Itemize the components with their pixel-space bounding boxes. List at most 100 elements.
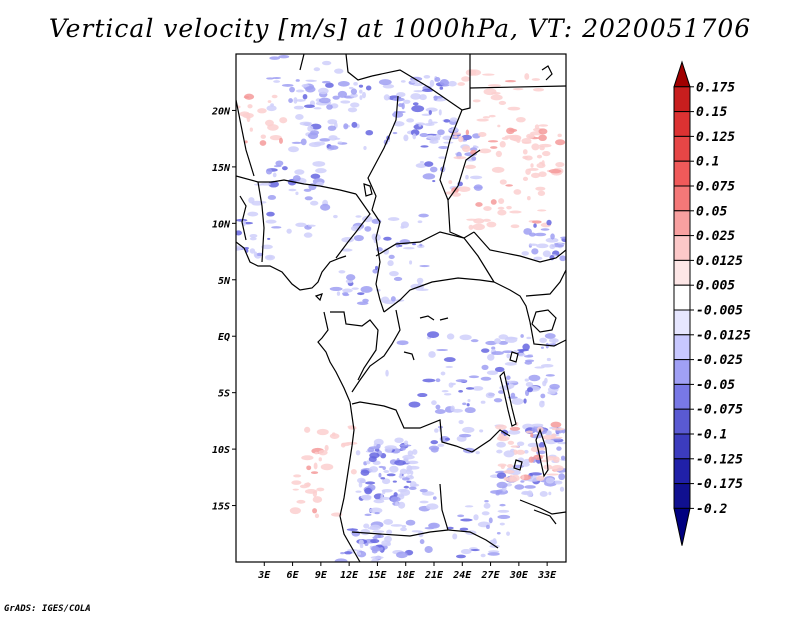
- velocity-patch: [383, 470, 390, 473]
- velocity-patch: [521, 251, 529, 256]
- colorbar-label: -0.1: [696, 428, 727, 443]
- velocity-patch: [555, 139, 566, 146]
- velocity-patch: [334, 137, 341, 140]
- velocity-patch: [295, 89, 305, 93]
- velocity-patch: [381, 478, 391, 485]
- velocity-patch: [515, 449, 526, 455]
- velocity-patch: [509, 210, 522, 214]
- velocity-patch: [531, 143, 540, 151]
- velocity-patch: [313, 67, 321, 72]
- velocity-patch: [374, 265, 379, 271]
- velocity-patch: [548, 491, 552, 496]
- velocity-patch: [475, 202, 483, 207]
- velocity-patch: [422, 88, 434, 93]
- velocity-patch: [536, 243, 549, 249]
- velocity-patch: [493, 398, 503, 403]
- velocity-patch: [288, 98, 293, 103]
- velocity-patch: [360, 528, 371, 536]
- velocity-patch: [421, 113, 432, 116]
- velocity-patch: [249, 127, 253, 132]
- velocity-patch: [547, 390, 556, 395]
- velocity-patch: [527, 387, 534, 393]
- velocity-patch: [345, 274, 356, 281]
- velocity-patch: [320, 48, 326, 53]
- velocity-patch: [406, 480, 412, 483]
- velocity-patch: [357, 477, 366, 484]
- velocity-patch: [400, 80, 406, 83]
- velocity-patch: [551, 427, 565, 431]
- velocity-patch: [356, 552, 362, 556]
- velocity-patch: [461, 145, 471, 153]
- velocity-patch: [307, 132, 319, 140]
- velocity-patch: [310, 173, 321, 179]
- velocity-patch: [529, 472, 543, 476]
- velocity-patch: [503, 476, 509, 481]
- velocity-patch: [413, 124, 424, 130]
- velocity-patch: [507, 429, 521, 435]
- velocity-patch: [487, 552, 500, 556]
- velocity-patch: [499, 503, 506, 507]
- velocity-patch: [457, 186, 471, 192]
- velocity-patch: [292, 175, 301, 182]
- colorbar-label: 0.125: [696, 130, 735, 145]
- velocity-patch: [247, 104, 253, 109]
- velocity-patch: [334, 68, 344, 74]
- velocity-patch: [400, 225, 405, 229]
- mali-niger-border: [236, 99, 255, 177]
- velocity-patch: [470, 339, 479, 343]
- velocity-patch: [510, 224, 520, 229]
- velocity-patch: [457, 514, 465, 518]
- colorbar-segment: [673, 210, 691, 237]
- velocity-patch: [528, 243, 538, 246]
- velocity-patch: [459, 433, 472, 438]
- velocity-patch: [395, 501, 399, 507]
- velocity-patch: [313, 107, 322, 110]
- velocity-patch: [527, 167, 539, 171]
- velocity-patch: [446, 526, 454, 530]
- colorbar-label: 0.0125: [696, 254, 743, 269]
- velocity-patch: [327, 125, 337, 131]
- velocity-patch: [464, 164, 477, 170]
- velocity-patch: [272, 76, 282, 80]
- velocity-patch: [378, 79, 392, 86]
- small-lake-b: [439, 317, 449, 321]
- velocity-patch: [451, 382, 456, 386]
- velocity-patch: [350, 102, 360, 108]
- colorbar-label: 0.1: [696, 155, 719, 170]
- lat-tick-label: 10S: [212, 445, 230, 456]
- lon-tick-label: 27E: [481, 570, 501, 581]
- velocity-patch: [461, 134, 472, 141]
- velocity-patch: [522, 343, 530, 351]
- velocity-patch: [249, 237, 257, 241]
- velocity-patch: [388, 254, 395, 260]
- velocity-patch: [429, 166, 438, 173]
- velocity-patch: [510, 392, 516, 398]
- colorbar-label: -0.005: [696, 304, 743, 319]
- velocity-patch: [271, 94, 278, 99]
- velocity-patch: [482, 73, 495, 76]
- velocity-patch: [256, 252, 264, 257]
- velocity-patch: [513, 189, 522, 195]
- velocity-patch: [386, 529, 393, 535]
- velocity-patch: [403, 134, 409, 142]
- velocity-patch: [490, 94, 503, 101]
- velocity-patch: [291, 480, 302, 485]
- velocity-patch: [437, 129, 445, 136]
- velocity-patch: [439, 86, 444, 90]
- velocity-patch: [265, 119, 274, 127]
- velocity-patch: [278, 137, 283, 144]
- velocity-patch: [412, 102, 419, 106]
- velocity-patch: [534, 366, 545, 369]
- chad-north-border: [299, 54, 305, 71]
- velocity-patch: [340, 100, 351, 104]
- velocity-patch: [430, 447, 439, 453]
- velocity-patch: [531, 423, 544, 427]
- velocity-patch: [525, 168, 531, 175]
- velocity-patch: [538, 450, 546, 455]
- velocity-patch: [356, 301, 369, 306]
- velocity-patch: [524, 378, 530, 382]
- lon-tick-label: 9E: [315, 570, 328, 581]
- velocity-patch: [244, 246, 249, 250]
- velocity-patch: [538, 447, 547, 451]
- velocity-patch: [509, 128, 518, 132]
